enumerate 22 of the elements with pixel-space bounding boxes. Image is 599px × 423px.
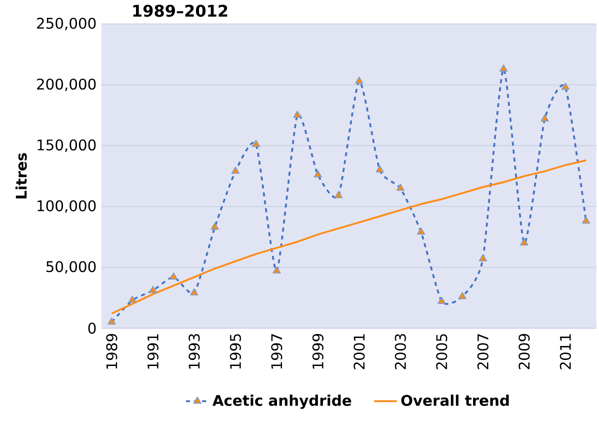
x-tick-label: 2003 [394,334,406,370]
x-tick-label: 1991 [147,334,158,369]
y-axis-title: Litres [15,153,27,198]
y-tick-label: 100,000 [38,200,96,213]
x-tick-label: 2011 [560,334,571,370]
legend-label: Acetic anhydride [212,394,352,409]
x-tick-label: 2001 [354,334,365,370]
y-tick-label: 150,000 [38,139,96,152]
y-tick-label: 50,000 [46,261,96,274]
y-tick-label: 200,000 [37,78,96,92]
x-tick-label: 1999 [312,334,324,369]
y-tick-label: 0 [88,322,96,334]
x-tick-label: 1989 [106,334,118,369]
x-tick-label: 1995 [230,334,241,369]
x-tick-label: 2005 [436,334,448,370]
x-tick-label: 1997 [271,334,282,369]
x-tick-label: 2009 [518,334,530,370]
x-tick-label: 2007 [477,334,488,370]
chart-title: 1989–2012 [133,4,228,17]
legend-label: Overall trend [401,394,509,406]
y-tick-label: 250,000 [37,18,96,30]
x-tick-label: 1993 [188,334,200,369]
